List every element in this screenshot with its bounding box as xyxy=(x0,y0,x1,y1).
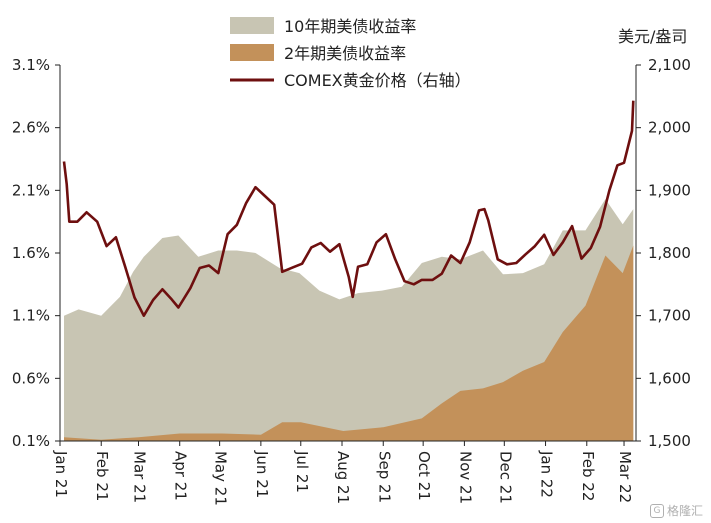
left-tick-label: 2.6% xyxy=(12,119,50,137)
plot-lines xyxy=(62,100,635,317)
legend-label-0: 10年期美债收益率 xyxy=(284,17,416,36)
x-tick-label: Oct 21 xyxy=(415,451,433,501)
left-tick-label: 1.6% xyxy=(12,244,50,262)
right-tick-label: 1,700 xyxy=(648,307,691,325)
legend: 10年期美债收益率 2年期美债收益率 COMEX黄金价格（右轴） xyxy=(230,17,471,90)
left-tick-label: 2.1% xyxy=(12,181,50,199)
watermark: G 格隆汇 xyxy=(649,502,703,519)
legend-label-2: COMEX黄金价格（右轴） xyxy=(284,71,471,90)
x-tick-label: Jan 21 xyxy=(52,450,70,498)
watermark-text: 格隆汇 xyxy=(666,504,703,518)
x-tick-label: Jan 22 xyxy=(538,450,556,498)
right-tick-label: 1,800 xyxy=(648,244,691,262)
series-area-1 xyxy=(64,245,634,441)
left-tick-label: 1.1% xyxy=(12,307,50,325)
right-tick-label: 1,500 xyxy=(648,432,691,450)
x-axis-ticks: Jan 21 Feb 21 Mar 21 Apr 21 May 21 Jun 21 Jul … xyxy=(52,441,634,506)
legend-swatch-0 xyxy=(230,17,274,34)
left-tick-label: 0.1% xyxy=(12,432,50,450)
series-line-2 xyxy=(62,100,635,317)
x-tick-label: Feb 22 xyxy=(579,451,597,501)
right-tick-label: 1,900 xyxy=(648,181,691,199)
x-tick-label: Sep 21 xyxy=(375,451,393,503)
x-tick-label: Feb 21 xyxy=(93,451,111,501)
legend-label-1: 2年期美债收益率 xyxy=(284,44,406,63)
x-tick-label: May 21 xyxy=(212,451,230,506)
right-axis-ticks: 1,500 1,600 1,700 1,800 1,900 2,000 2,100 xyxy=(636,56,691,450)
x-tick-label: Aug 21 xyxy=(334,451,352,504)
right-tick-label: 2,000 xyxy=(648,119,691,137)
x-tick-label: Jun 21 xyxy=(253,450,271,498)
legend-swatch-1 xyxy=(230,44,274,61)
left-tick-label: 3.1% xyxy=(12,56,50,74)
x-tick-label: Dec 21 xyxy=(496,451,514,504)
x-tick-label: Mar 22 xyxy=(616,451,634,503)
left-axis-ticks: 0.1% 0.6% 1.1% 1.6% 2.1% 2.6% 3.1% xyxy=(12,56,60,450)
series-area-0 xyxy=(64,199,634,441)
x-tick-label: Nov 21 xyxy=(456,451,474,504)
x-tick-label: Apr 21 xyxy=(172,451,190,501)
plot-areas xyxy=(64,199,634,441)
watermark-logo-icon: G xyxy=(649,503,664,518)
left-tick-label: 0.6% xyxy=(12,369,50,387)
x-tick-label: Mar 21 xyxy=(130,451,148,503)
x-tick-label: Jul 21 xyxy=(293,450,311,493)
right-axis-unit-label: 美元/盎司 xyxy=(618,27,687,46)
right-tick-label: 1,600 xyxy=(648,369,691,387)
right-tick-label: 2,100 xyxy=(648,56,691,74)
